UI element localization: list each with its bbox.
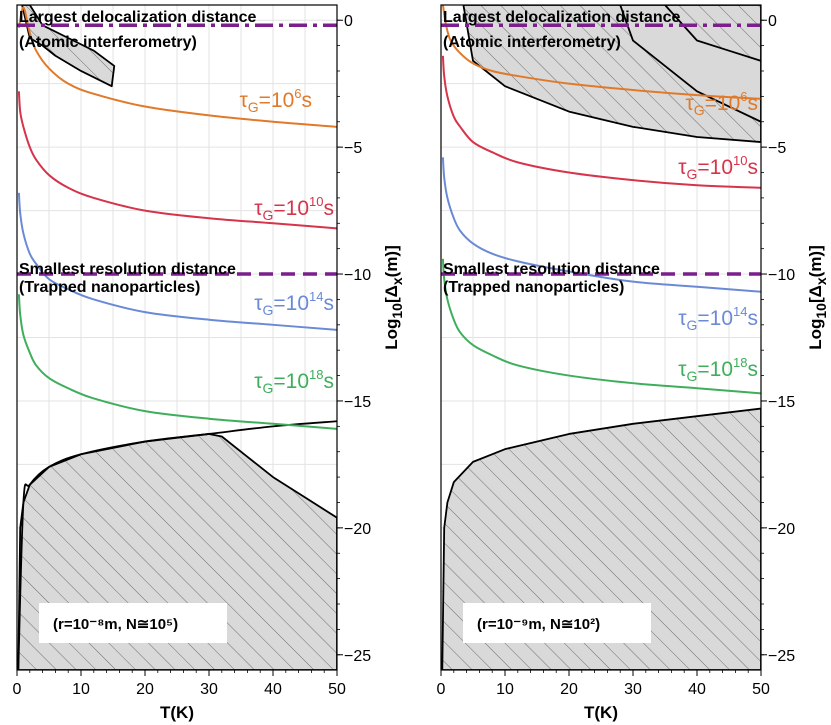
series-label-tau-14: τG=1014s — [678, 304, 758, 333]
series-label-tau-6: τG=106s — [239, 86, 312, 115]
series-line-tau-10 — [441, 55, 761, 189]
annotation-0: Largest delocalization distance — [443, 9, 681, 26]
series-label-tau-10: τG=1010s — [678, 153, 758, 182]
y-tick-label: −20 — [344, 521, 371, 538]
inset-label: (r=10⁻⁹m, N≅10²) — [477, 616, 600, 633]
excluded-region-top-right-gray-band — [619, 5, 761, 123]
right-panel: Largest delocalization distance (Atomic i… — [437, 4, 829, 722]
series-label-tau-14: τG=1014s — [254, 289, 334, 318]
series-label-tau-10: τG=1010s — [254, 194, 334, 223]
series-label-tau-6: τG=106s — [685, 89, 758, 118]
series-line-tau-18 — [441, 258, 761, 395]
series-line-tau-14 — [441, 157, 761, 293]
inset-box — [463, 603, 651, 643]
y-tick-label: 0 — [344, 13, 353, 30]
excluded-region-envelope — [17, 420, 337, 670]
y-axis-label: Log10[Δx(m)] — [806, 245, 829, 350]
x-tick-label: 30 — [624, 681, 642, 698]
x-tick-label: 30 — [200, 681, 218, 698]
excluded-region-top-left-hatched — [21, 5, 116, 88]
x-tick-label: 20 — [560, 681, 578, 698]
annotation-3: (Trapped nanoparticles) — [443, 279, 624, 296]
y-tick-label: −15 — [344, 394, 371, 411]
annotation-3: (Trapped nanoparticles) — [19, 279, 200, 296]
y-tick-label: −25 — [768, 648, 795, 665]
x-tick-label: 50 — [328, 681, 346, 698]
series-line-tau-18 — [17, 294, 337, 430]
series-line-tau-14 — [17, 192, 337, 331]
y-tick-label: −15 — [768, 394, 795, 411]
y-tick-label: −20 — [768, 521, 795, 538]
annotation-2: Smallest resolution distance — [443, 261, 660, 278]
x-tick-label: 0 — [437, 681, 446, 698]
plot-frame — [440, 4, 762, 671]
y-tick-label: −25 — [344, 648, 371, 665]
annotation-2: Smallest resolution distance — [19, 261, 236, 278]
left-panel: Largest delocalization distance (Atomic i… — [13, 4, 405, 722]
x-tick-label: 50 — [752, 681, 770, 698]
annotation-0: Largest delocalization distance — [19, 9, 257, 26]
annotation-1: (Atomic interferometry) — [19, 34, 197, 51]
series-line-tau-6 — [441, 5, 761, 100]
y-axis-label: Log10[Δx(m)] — [382, 245, 405, 350]
series-line-tau-10 — [17, 91, 337, 230]
x-tick-label: 40 — [688, 681, 706, 698]
plot-frame — [16, 4, 338, 671]
x-axis-label: T(K) — [160, 703, 194, 722]
y-tick-label: −5 — [768, 140, 786, 157]
x-tick-label: 0 — [13, 681, 22, 698]
series-label-tau-18: τG=1018s — [678, 355, 758, 384]
y-tick-label: −10 — [768, 267, 795, 284]
x-tick-label: 10 — [72, 681, 90, 698]
x-tick-label: 40 — [264, 681, 282, 698]
y-tick-label: 0 — [768, 13, 777, 30]
x-tick-label: 10 — [496, 681, 514, 698]
inset-label: (r=10⁻⁸m, N≅10⁵) — [53, 616, 178, 633]
x-axis-label: T(K) — [584, 703, 618, 722]
inset-box — [39, 603, 227, 643]
y-tick-label: −10 — [344, 267, 371, 284]
y-tick-label: −5 — [344, 140, 362, 157]
series-label-tau-18: τG=1018s — [254, 367, 334, 396]
annotation-1: (Atomic interferometry) — [443, 34, 621, 51]
x-tick-label: 20 — [136, 681, 154, 698]
